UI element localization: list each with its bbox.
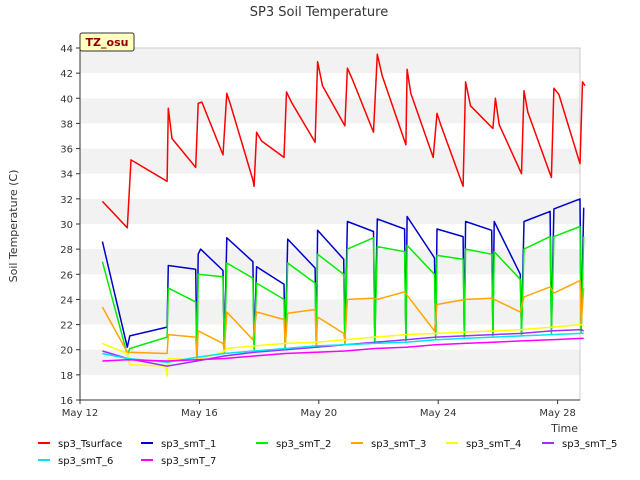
plot-background-bands (80, 48, 580, 375)
chart-title: SP3 Soil Temperature (250, 5, 388, 20)
legend-item-sp3-smT-3: sp3_smT_3 (351, 439, 426, 450)
background-band (80, 198, 580, 224)
legend: sp3_Tsurface sp3_smT_1 sp3_smT_2 sp3_smT_3 s… (38, 439, 617, 467)
y-tick-label: 16 (60, 396, 73, 407)
legend-item-sp3-smT-6: sp3_smT_6 (38, 456, 113, 467)
x-tick-label: May 16 (181, 408, 218, 419)
legend-label: sp3_smT_6 (58, 456, 113, 467)
legend-item-sp3-Tsurface: sp3_Tsurface (38, 439, 122, 450)
background-band (80, 98, 580, 124)
legend-label: sp3_smT_1 (161, 439, 216, 450)
background-band (80, 148, 580, 174)
legend-label: sp3_smT_4 (466, 439, 521, 450)
legend-label: sp3_smT_5 (562, 439, 617, 450)
x-tick-label: May 20 (301, 408, 338, 419)
site-badge-background (79, 32, 135, 52)
site-badge-label: TZ_osu (86, 36, 129, 49)
legend-label: sp3_Tsurface (58, 439, 122, 450)
y-tick-label: 34 (60, 170, 73, 181)
axes: 16 18 20 22 24 26 28 30 32 34 36 38 40 42 44 May 12 May … (60, 44, 580, 419)
x-axis-label: Time (550, 422, 578, 435)
legend-label: sp3_smT_7 (161, 456, 216, 467)
x-tick-label: May 28 (539, 408, 576, 419)
y-tick-label: 38 (60, 119, 73, 130)
series-line-sp3-smT-4 (102, 323, 585, 377)
series-lines (101, 53, 586, 377)
legend-item-sp3-smT-4: sp3_smT_4 (446, 439, 521, 450)
x-tick-label: May 24 (420, 408, 457, 419)
legend-item-sp3-smT-2: sp3_smT_2 (256, 439, 331, 450)
y-tick-label: 18 (60, 371, 73, 382)
series-line-sp3-smT-7 (102, 337, 584, 362)
background-band (80, 249, 580, 275)
y-tick-label: 36 (60, 145, 73, 156)
series-line-sp3-smT-2 (101, 225, 585, 360)
legend-item-sp3-smT-7: sp3_smT_7 (141, 456, 216, 467)
legend-item-sp3-smT-5: sp3_smT_5 (542, 439, 617, 450)
y-tick-label: 22 (60, 321, 73, 332)
y-tick-label: 32 (60, 195, 73, 206)
series-line-sp3-smT-3 (101, 279, 585, 360)
series-line-sp3-Tsurface (101, 53, 586, 229)
y-tick-label: 44 (60, 44, 73, 55)
y-tick-label: 28 (60, 245, 73, 256)
background-band (80, 48, 580, 74)
background-band (80, 299, 580, 325)
y-tick-label: 24 (60, 295, 73, 306)
y-tick-label: 20 (60, 346, 73, 357)
y-tick-label: 40 (60, 94, 73, 105)
y-tick-label: 42 (60, 69, 73, 80)
site-badge: TZ_osu (79, 32, 135, 52)
y-tick-label: 30 (60, 220, 73, 231)
x-tick-label: May 12 (62, 408, 99, 419)
legend-item-sp3-smT-1: sp3_smT_1 (141, 439, 216, 450)
legend-label: sp3_smT_2 (276, 439, 331, 450)
y-axis-label: Soil Temperature (C) (7, 170, 20, 283)
series-line-sp3-smT-6 (102, 332, 584, 364)
legend-label: sp3_smT_3 (371, 439, 426, 450)
y-tick-label: 26 (60, 270, 73, 281)
